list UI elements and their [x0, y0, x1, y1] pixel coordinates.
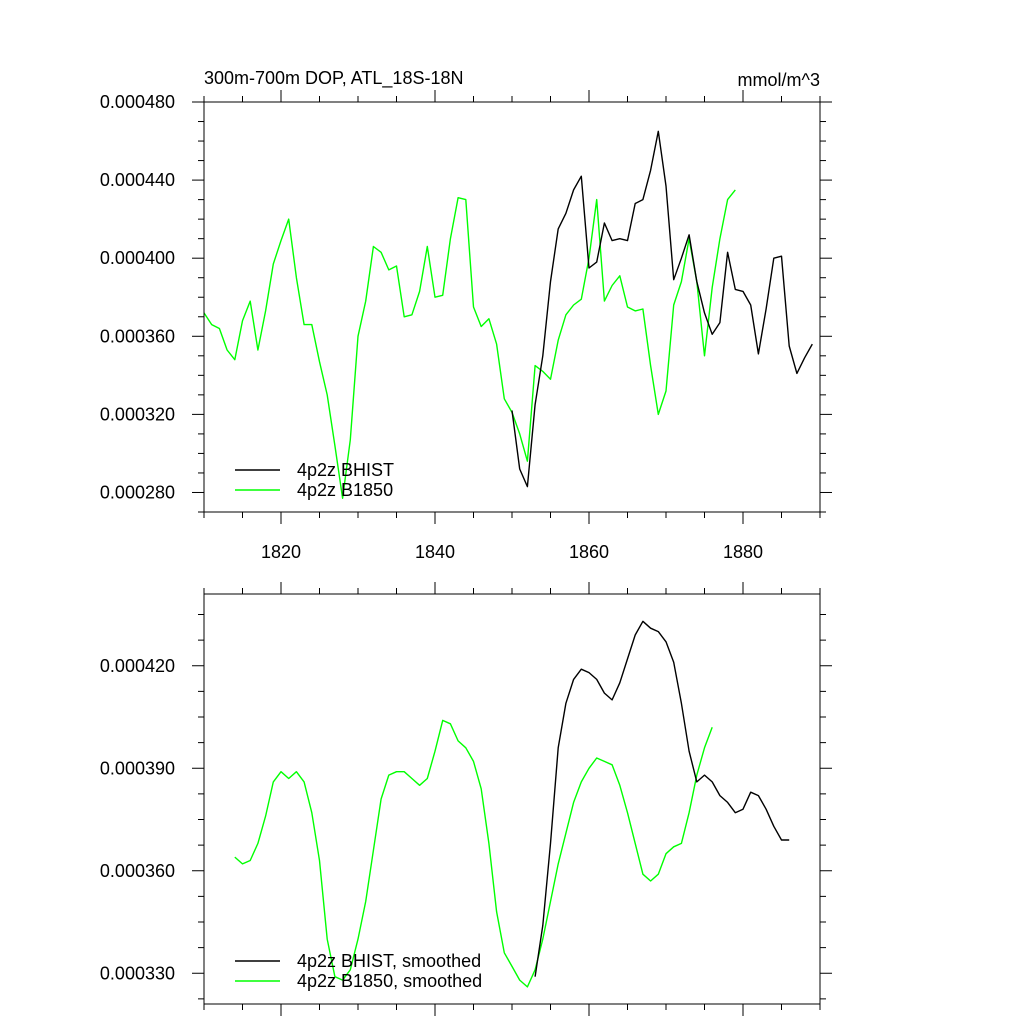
bottom-series-layer	[234, 620, 790, 988]
bottom-legend-b1850-label: 4p2z B1850, smoothed	[297, 971, 482, 991]
top-plot-frame	[203, 101, 821, 513]
bottom-plot-frame	[203, 593, 821, 1005]
bottom-legend-bhist-label: 4p2z BHIST, smoothed	[297, 951, 481, 971]
bottom-panel: 0.000330 0.000360 0.000390 0.000420 4p2z…	[100, 582, 832, 1016]
top-y-tick-label: 0.000280	[100, 482, 175, 502]
bottom-y-tick-label: 0.000420	[100, 656, 175, 676]
bottom-legend: 4p2z BHIST, smoothed 4p2z B1850, smoothe…	[235, 951, 482, 991]
top-legend: 4p2z BHIST 4p2z B1850	[235, 460, 394, 500]
top-y-tick-label: 0.000400	[100, 248, 175, 268]
bottom-y-tick-label: 0.000330	[100, 963, 175, 983]
top-series-bhist-line	[511, 130, 813, 488]
top-y-tick-label: 0.000320	[100, 404, 175, 424]
bottom-series-b1850-smoothed-line	[234, 719, 713, 988]
bottom-y-tick-label: 0.000390	[100, 758, 175, 778]
top-series-b1850-line	[203, 189, 736, 499]
bottom-series-bhist-smoothed-line	[534, 620, 790, 977]
bottom-y-tick-label: 0.000360	[100, 861, 175, 881]
bottom-y-tick-labels: 0.000330 0.000360 0.000390 0.000420	[100, 656, 175, 984]
top-chart-title: 300m-700m DOP, ATL_18S-18N	[204, 68, 463, 89]
top-series-layer	[203, 130, 813, 499]
bottom-ticks	[192, 582, 832, 1016]
top-chart-units: mmol/m^3	[738, 70, 820, 90]
top-legend-bhist-label: 4p2z BHIST	[297, 460, 394, 480]
top-x-tick-label: 1820	[261, 542, 301, 562]
top-y-tick-label: 0.000360	[100, 326, 175, 346]
top-y-tick-labels: 0.000280 0.000320 0.000360 0.000400 0.00…	[100, 92, 175, 502]
top-legend-b1850-label: 4p2z B1850	[297, 480, 393, 500]
top-y-tick-label: 0.000440	[100, 170, 175, 190]
top-x-tick-labels: 1820 1840 1860 1880	[261, 542, 763, 562]
top-ticks	[192, 90, 832, 524]
top-x-tick-label: 1880	[723, 542, 763, 562]
top-x-tick-label: 1860	[569, 542, 609, 562]
top-panel: 300m-700m DOP, ATL_18S-18N mmol/m^3 0.00…	[100, 68, 832, 562]
top-y-tick-label: 0.000480	[100, 92, 175, 112]
top-x-tick-label: 1840	[415, 542, 455, 562]
